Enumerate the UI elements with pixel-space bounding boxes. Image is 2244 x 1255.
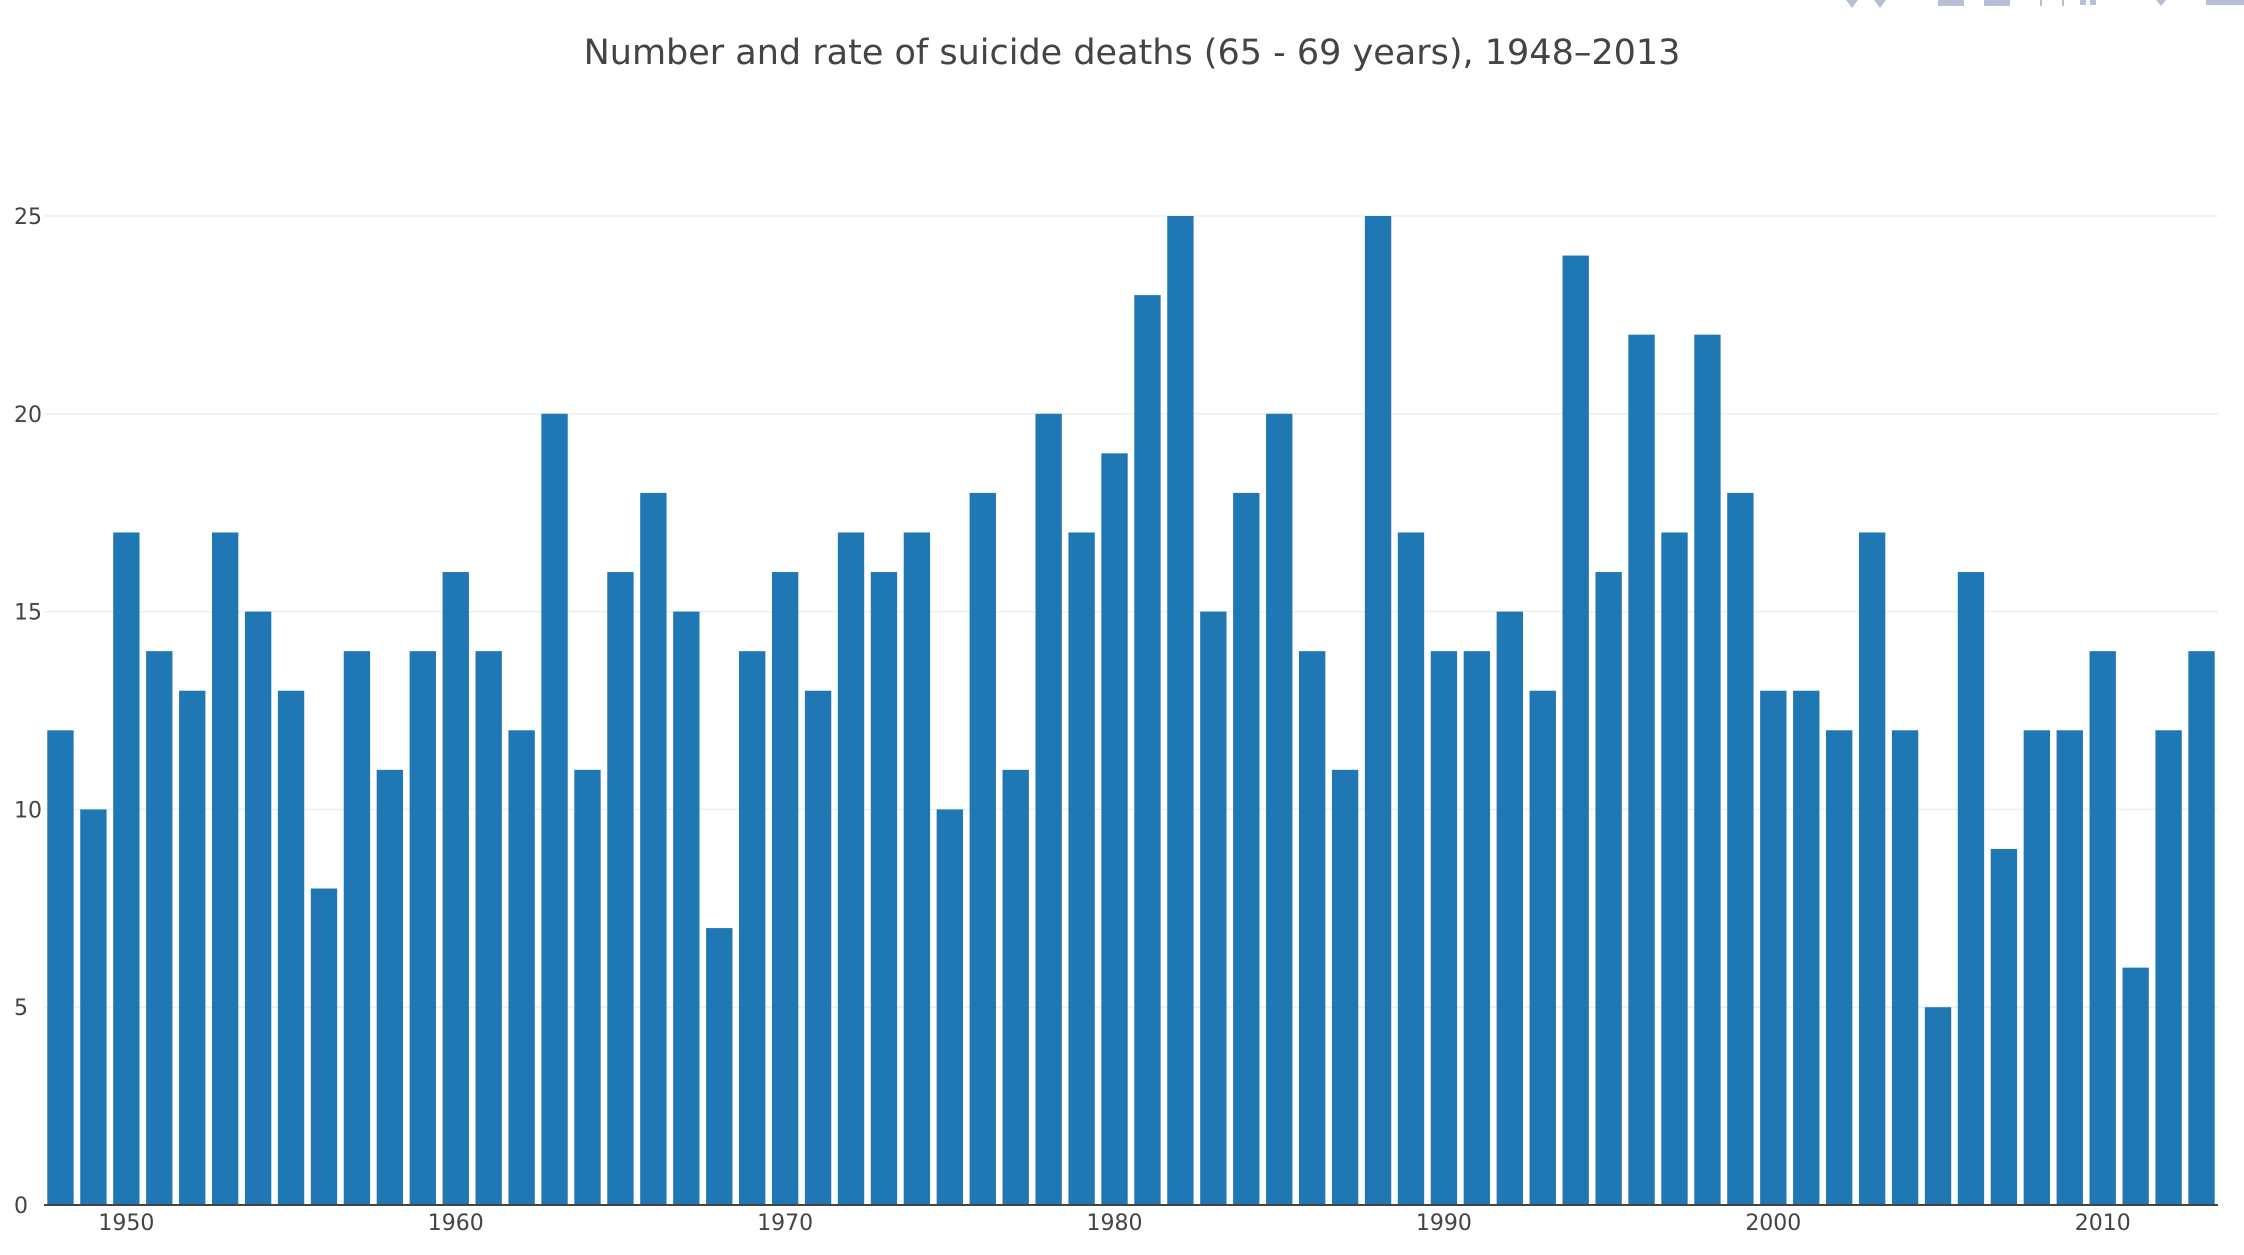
bar[interactable] [541, 413, 568, 1205]
bar[interactable] [310, 888, 338, 1205]
bar[interactable] [1496, 611, 1523, 1205]
bar[interactable] [1167, 216, 1194, 1205]
bar[interactable] [1298, 651, 1326, 1205]
bar[interactable] [837, 532, 865, 1205]
bar[interactable] [607, 572, 634, 1205]
bar[interactable] [1694, 334, 1721, 1205]
bar[interactable] [804, 690, 832, 1205]
y-tick-label: 5 [14, 996, 28, 1021]
bar[interactable] [1068, 532, 1095, 1205]
compare-hover-icon[interactable] [2156, 0, 2166, 6]
box-select-icon[interactable] [1984, 0, 2010, 6]
zoom-in-icon[interactable] [1846, 0, 1858, 8]
bar[interactable] [1957, 572, 1985, 1205]
bar[interactable] [1529, 690, 1556, 1205]
bar[interactable] [179, 690, 206, 1205]
bar[interactable] [903, 532, 931, 1205]
bar[interactable] [936, 809, 964, 1205]
bar[interactable] [1924, 1007, 1952, 1205]
bar[interactable] [2122, 967, 2149, 1205]
pan-icon[interactable] [1938, 0, 1964, 6]
modebar [1846, 0, 2244, 8]
zoom-out-icon[interactable] [1874, 0, 1886, 8]
bar[interactable] [1858, 532, 1886, 1205]
bar[interactable] [1760, 690, 1787, 1205]
bar[interactable] [1035, 413, 1062, 1205]
bar[interactable] [409, 651, 436, 1205]
bar[interactable] [113, 532, 140, 1205]
axes: 0 5 10 15 20 25 1950 1960 1970 1980 1990 2000 2010 [14, 205, 2218, 1236]
bars [47, 216, 2215, 1205]
bar[interactable] [1266, 413, 1293, 1205]
bar[interactable] [442, 572, 469, 1205]
y-tick-label: 25 [14, 205, 42, 230]
y-tick-label: 0 [14, 1194, 28, 1219]
bar[interactable] [1233, 492, 1260, 1205]
x-tick-label: 1980 [1087, 1211, 1143, 1236]
bar[interactable] [211, 532, 239, 1205]
bar[interactable] [1628, 334, 1655, 1205]
x-tick-label: 2010 [2075, 1211, 2131, 1236]
bar[interactable] [640, 492, 667, 1205]
y-tick-label: 20 [14, 403, 42, 428]
bar[interactable] [80, 809, 107, 1205]
bar[interactable] [244, 611, 272, 1205]
bar[interactable] [376, 769, 404, 1205]
bar[interactable] [574, 769, 601, 1205]
bar[interactable] [870, 572, 898, 1205]
chart-title: Number and rate of suicide deaths (65 - … [584, 33, 1681, 73]
y-tick-label: 15 [14, 601, 42, 626]
bar[interactable] [1430, 651, 1458, 1205]
bar[interactable] [771, 572, 799, 1205]
bar[interactable] [1595, 572, 1622, 1205]
bar[interactable] [1101, 453, 1128, 1205]
bar[interactable] [2155, 730, 2182, 1205]
x-tick-label: 1960 [428, 1211, 484, 1236]
bar[interactable] [673, 611, 700, 1205]
bar[interactable] [1891, 730, 1919, 1205]
bar[interactable] [2056, 730, 2083, 1205]
bar[interactable] [739, 651, 766, 1205]
reset-axes-icon[interactable] [2080, 0, 2096, 5]
bar[interactable] [969, 492, 996, 1205]
bar[interactable] [1364, 216, 1392, 1205]
grid-lines [44, 215, 2218, 1008]
bar[interactable] [277, 690, 305, 1205]
bar[interactable] [1826, 730, 1853, 1205]
bar[interactable] [706, 928, 733, 1205]
bar[interactable] [1397, 532, 1425, 1205]
bar[interactable] [1793, 690, 1820, 1205]
bar[interactable] [1727, 492, 1754, 1205]
bar[interactable] [47, 730, 74, 1205]
bar[interactable] [475, 651, 502, 1205]
y-tick-label: 10 [14, 798, 42, 823]
bar[interactable] [1463, 651, 1491, 1205]
bar[interactable] [343, 651, 371, 1205]
bar[interactable] [1331, 769, 1359, 1205]
plotly-logo-icon[interactable] [2206, 0, 2244, 5]
x-tick-label: 2000 [1745, 1211, 1801, 1236]
bar[interactable] [146, 651, 173, 1205]
bar[interactable] [2089, 651, 2116, 1205]
bar[interactable] [2188, 651, 2215, 1205]
x-tick-label: 1950 [98, 1211, 154, 1236]
bar[interactable] [1134, 295, 1161, 1205]
bar[interactable] [1562, 255, 1589, 1205]
bar[interactable] [1661, 532, 1688, 1205]
bar[interactable] [1990, 848, 2018, 1205]
bar[interactable] [508, 730, 535, 1205]
bar[interactable] [1002, 769, 1029, 1205]
x-tick-label: 1970 [757, 1211, 813, 1236]
autoscale-icon[interactable] [2040, 0, 2064, 6]
x-tick-label: 1990 [1416, 1211, 1472, 1236]
bar[interactable] [1200, 611, 1227, 1205]
bar[interactable] [2023, 730, 2051, 1205]
